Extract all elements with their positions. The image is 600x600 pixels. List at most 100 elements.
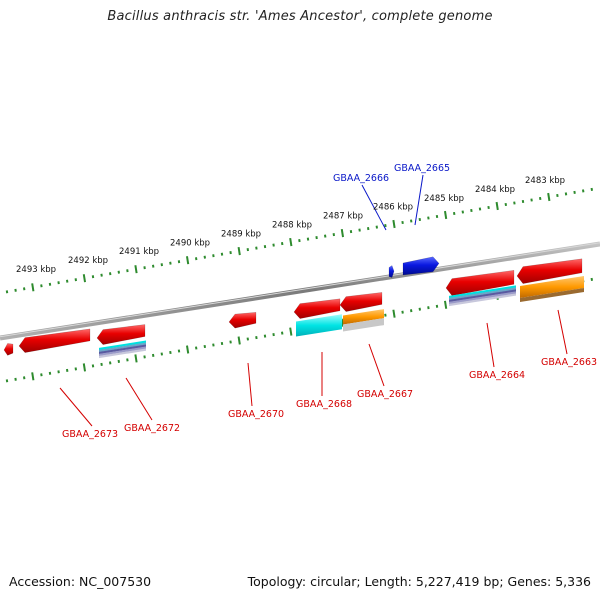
outer-ring-minor-tick <box>194 257 198 261</box>
outer-ring-minor-tick <box>435 214 439 219</box>
gene-label[interactable]: GBAA_2665 <box>394 163 450 174</box>
outer-ring-minor-tick <box>151 264 155 268</box>
outer-ring-minor-tick <box>556 193 559 198</box>
outer-ring-major-tick <box>443 210 448 220</box>
outer-ring-minor-tick <box>409 219 413 223</box>
inner-ring-minor-tick <box>160 352 164 356</box>
outer-ring-minor-tick <box>203 255 207 259</box>
gene-label[interactable]: GBAA_2666 <box>333 173 389 184</box>
inner-ring-major-tick <box>134 354 138 363</box>
outer-ring-minor-tick <box>590 187 594 191</box>
inner-ring-major-tick <box>392 309 396 318</box>
cds-feature-grey <box>343 318 384 332</box>
outer-ring-major-tick <box>340 228 345 238</box>
outer-ring-minor-tick <box>5 290 9 294</box>
cds-feature-stripe <box>449 289 516 303</box>
cds-feature-orange-shadow <box>520 288 584 302</box>
scale-label: 2484 kbp <box>475 185 515 195</box>
inner-ring-minor-tick <box>5 379 9 383</box>
inner-ring-minor-tick <box>100 362 103 366</box>
outer-ring-minor-tick <box>530 198 533 202</box>
outer-ring-minor-tick <box>160 263 164 267</box>
outer-ring-minor-tick <box>40 284 43 288</box>
outer-ring-minor-tick <box>255 246 258 250</box>
gene-label[interactable]: GBAA_2672 <box>124 423 180 434</box>
inner-ring-minor-tick <box>409 309 413 313</box>
scale-label-layer: 2493 kbp 2492 kbp 2491 kbp 2490 kbp 2489 kbp… <box>16 176 565 275</box>
gene-label-layer: GBAA_2673 GBAA_2672 GBAA_2670 GBAA_2668 GBAA… <box>59 163 597 440</box>
inner-ring-minor-tick <box>212 343 215 347</box>
cds-feature-stripe <box>99 342 146 353</box>
outer-ring-minor-tick <box>48 282 52 286</box>
inner-ring-major-tick <box>237 336 241 345</box>
inner-ring-minor-tick <box>14 377 17 381</box>
outer-ring-minor-tick <box>349 230 353 234</box>
outer-ring-minor-tick <box>108 272 112 276</box>
outer-ring-minor-tick <box>306 237 310 241</box>
outer-ring-minor-tick <box>538 196 542 201</box>
gene-arrow-reverse <box>445 270 515 296</box>
cds-feature-orange <box>520 276 584 298</box>
outer-ring-minor-tick <box>65 279 69 283</box>
outer-ring-minor-tick <box>366 227 370 231</box>
outer-ring-minor-tick <box>298 239 301 243</box>
cds-feature-stripe <box>449 291 516 305</box>
outer-ring-minor-tick <box>22 287 26 291</box>
gene-leader-line <box>361 184 387 231</box>
outer-ring-minor-tick <box>177 260 181 264</box>
scale-label: 2490 kbp <box>170 238 210 248</box>
scale-label: 2493 kbp <box>16 265 56 275</box>
inner-ring-minor-tick <box>229 340 232 344</box>
gene-arrow-reverse <box>339 292 383 312</box>
inner-ring-minor-tick <box>255 336 258 340</box>
scale-label: 2487 kbp <box>323 212 363 222</box>
gene-arrow-reverse <box>293 298 341 319</box>
gene-label[interactable]: GBAA_2663 <box>541 357 597 368</box>
gene-label[interactable]: GBAA_2664 <box>469 370 525 381</box>
outer-ring-minor-tick <box>272 243 275 247</box>
outer-ring-minor-tick <box>315 236 318 240</box>
inner-ring-minor-tick <box>48 371 52 375</box>
scale-label: 2489 kbp <box>221 229 261 239</box>
gene-arrow-reverse <box>96 324 146 345</box>
outer-ring-major-tick <box>134 265 138 274</box>
gene-label[interactable]: GBAA_2668 <box>296 399 352 410</box>
gene-track <box>3 256 584 359</box>
scale-label: 2491 kbp <box>119 247 159 257</box>
gene-label[interactable]: GBAA_2667 <box>357 389 413 400</box>
cds-feature-stripe <box>99 348 146 359</box>
gene-leader-line <box>557 309 568 355</box>
outer-ring-minor-tick <box>461 210 465 214</box>
outer-ring-minor-tick <box>169 261 172 265</box>
inner-ring-minor-tick <box>151 353 155 357</box>
inner-ring-minor-tick <box>384 313 387 317</box>
inner-ring-minor-tick <box>117 359 121 363</box>
gene-label[interactable]: GBAA_2670 <box>228 409 284 420</box>
map-title: Bacillus anthracis str. 'Ames Ancestor',… <box>107 9 493 24</box>
gene-label[interactable]: GBAA_2673 <box>62 429 118 440</box>
outer-ring-minor-tick <box>358 228 361 232</box>
outer-ring-minor-tick <box>126 269 129 273</box>
gene-arrow-reverse <box>18 328 91 353</box>
accession-text: Accession: NC_007530 <box>9 574 152 589</box>
inner-ring-minor-tick <box>435 304 439 308</box>
outer-ring-minor-tick <box>513 201 516 205</box>
cds-feature-stripe <box>449 285 516 299</box>
outer-ring-minor-tick <box>384 224 387 228</box>
inner-ring-minor-tick <box>401 310 404 314</box>
inner-ring-minor-tick <box>194 346 198 350</box>
outer-ring-major-tick <box>289 237 293 247</box>
inner-ring-minor-tick <box>143 355 146 359</box>
inner-ring-minor-tick <box>57 370 60 374</box>
scale-label: 2492 kbp <box>68 256 108 266</box>
outer-ring-minor-tick <box>470 208 473 213</box>
inner-ring-minor-tick <box>203 344 207 349</box>
backbone-line <box>0 241 600 341</box>
gene-arrow-forward <box>402 256 440 276</box>
outer-ring-minor-tick <box>504 202 508 207</box>
outer-ring-minor-tick <box>375 225 379 229</box>
cds-feature-stripe <box>449 293 516 307</box>
outer-ring-minor-tick <box>573 190 576 194</box>
outer-ring-major-tick <box>547 192 551 202</box>
